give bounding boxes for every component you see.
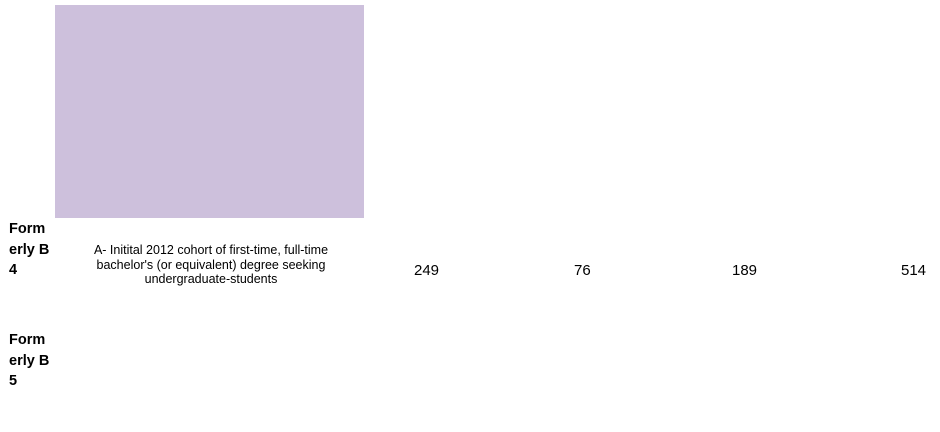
row-description: A- Initital 2012 cohort of first-time, f… <box>93 243 329 286</box>
value-cell-total: 514 <box>901 262 927 279</box>
value-cell-2: 76 <box>574 262 591 279</box>
row-label-formerly-b5: Formerly B5 <box>9 332 50 389</box>
row-label-formerly-b4: Formerly B4 <box>9 221 50 278</box>
value-cell-1: 249 <box>414 262 440 279</box>
value-cell-3: 189 <box>732 262 758 279</box>
header-color-block <box>55 5 364 218</box>
